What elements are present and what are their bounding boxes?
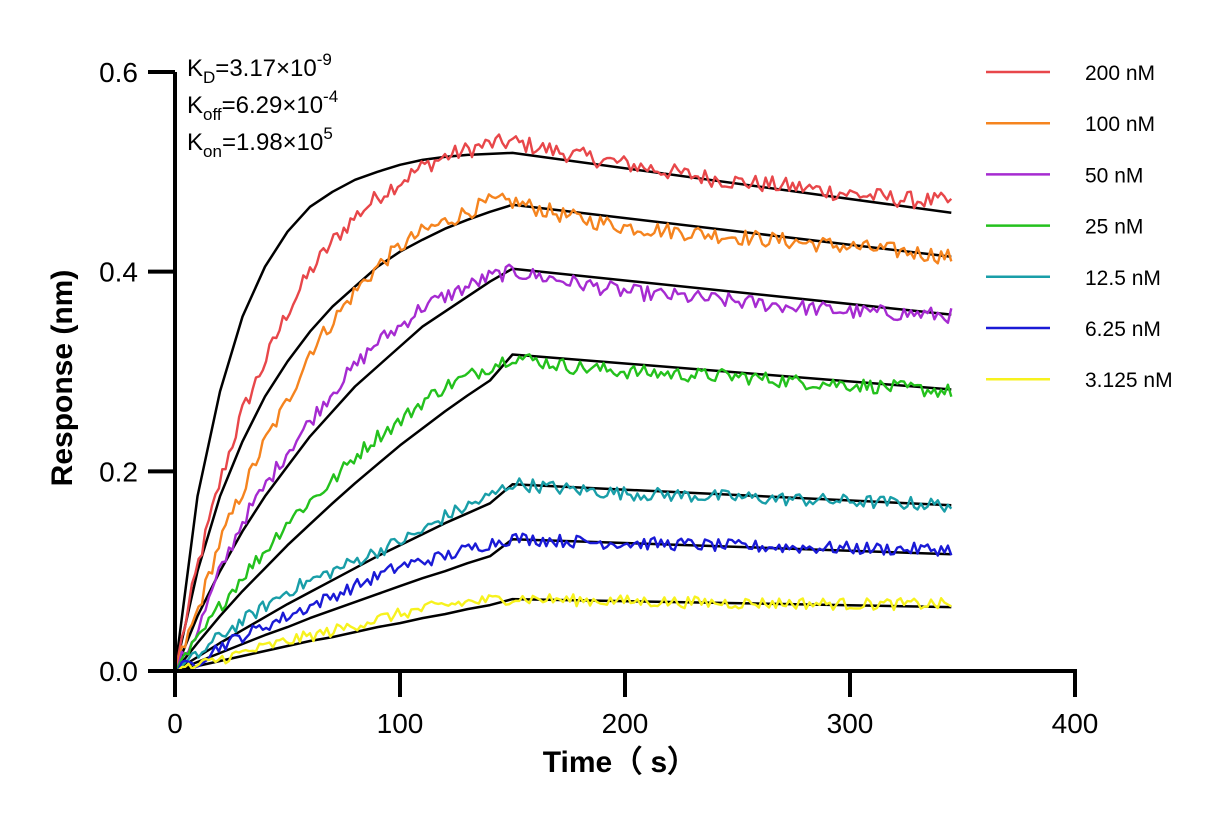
x-axis-title: Time（ s） [543,745,698,779]
legend-label: 25 nM [1085,216,1143,239]
constant-subscript: off [203,105,222,124]
series-line [174,353,953,672]
kinetic-constant: Kon=1.98×105 [187,124,333,161]
constant-symbol: K [187,92,203,119]
legend: 200 nM 100 nM 50 nM 25 nM 12.5 nM 6.25 nM 3.12… [986,62,1173,392]
legend-label: 100 nM [1085,113,1155,136]
series-line [173,263,953,672]
constant-exponent: -4 [323,87,338,106]
x-ticks: 0 100 200 300 400 [167,671,1098,739]
legend-label: 3.125 nM [1085,369,1173,392]
series-line [173,192,953,672]
fit-line [174,537,952,673]
constant-symbol: K [187,55,203,82]
kinetic-constant: KD=3.17×10-9 [187,50,332,87]
legend-label: 12.5 nM [1085,267,1161,290]
fit-line [174,353,952,672]
constant-exponent: -9 [317,50,332,69]
y-tick-label: 0.6 [99,57,138,88]
constant-symbol: K [187,129,203,156]
legend-label: 50 nM [1085,164,1143,187]
constant-value: =3.17×10 [215,55,316,82]
data-lines [173,133,953,673]
kinetic-constant: Koff=6.29×10-4 [187,87,338,124]
y-axis-title: Response (nm) [46,270,79,487]
x-tick-label: 400 [1052,708,1099,739]
legend-label: 6.25 nM [1085,318,1161,341]
series-line [174,593,952,673]
series-line [174,532,953,673]
y-tick-label: 0.4 [99,257,138,288]
legend-label: 200 nM [1085,62,1155,85]
series-line [174,477,953,673]
constant-value: =6.29×10 [222,92,323,119]
constant-subscript: on [203,142,222,161]
y-ticks: 0.0 0.2 0.4 0.6 [99,57,175,687]
fit-line [173,267,952,672]
fit-line [173,203,952,672]
fit-line [174,597,952,673]
x-tick-label: 100 [377,708,424,739]
fit-lines [173,151,952,673]
constant-exponent: 5 [323,124,332,143]
x-tick-label: 300 [827,708,874,739]
series-line [173,133,953,672]
y-tick-label: 0.0 [99,656,138,687]
x-tick-label: 200 [602,708,649,739]
y-tick-label: 0.2 [99,456,138,487]
constant-value: =1.98×10 [222,129,323,156]
constant-subscript: D [203,68,215,87]
fit-line [173,151,952,672]
x-tick-label: 0 [167,708,183,739]
